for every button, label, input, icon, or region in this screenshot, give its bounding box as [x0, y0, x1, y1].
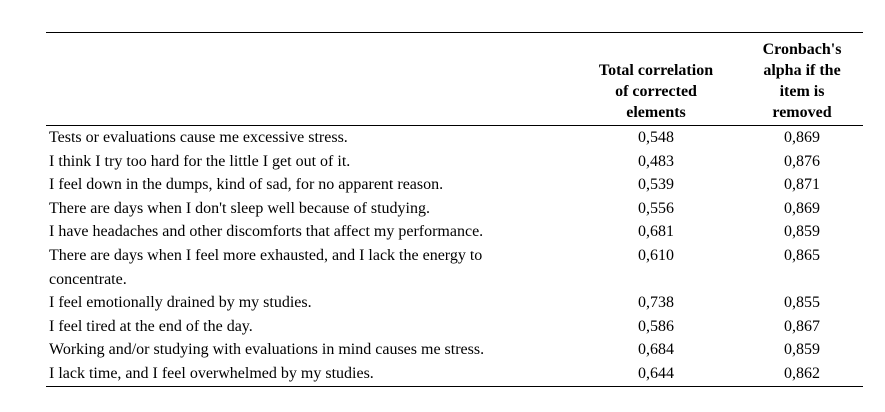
alpha-if-removed-cell: 0,869	[784, 199, 820, 217]
item-statistics-table: Total correlation of corrected elements …	[46, 32, 863, 387]
table-row: There are days when I feel more exhauste…	[46, 244, 863, 291]
header-total-correlation-line-3: elements	[626, 104, 686, 121]
item-cell: I feel tired at the end of the day.	[49, 317, 253, 335]
header-item-blank	[46, 32, 571, 126]
total-correlation-cell: 0,539	[638, 176, 674, 194]
table-row: I feel emotionally drained by my studies…	[46, 291, 863, 315]
total-correlation-cell: 0,556	[638, 199, 674, 217]
header-total-correlation-line-1: Total correlation	[598, 62, 714, 79]
item-cell: I feel down in the dumps, kind of sad, f…	[49, 176, 444, 194]
total-correlation-cell: 0,681	[638, 223, 674, 241]
header-cronbach-alpha-line-1: Cronbach's	[762, 41, 842, 58]
item-cell: Tests or evaluations cause me excessive …	[49, 129, 348, 146]
total-correlation-cell: 0,548	[638, 129, 674, 146]
header-cronbach-alpha-line-3: item is	[779, 83, 825, 100]
alpha-if-removed-cell: 0,859	[784, 341, 820, 359]
header-cronbach-alpha-line-2: alpha if the	[763, 62, 841, 79]
alpha-if-removed-cell: 0,876	[784, 152, 820, 170]
alpha-if-removed-cell: 0,865	[784, 246, 820, 264]
header-row: Total correlation of corrected elements …	[46, 32, 863, 126]
header-cronbach-alpha-line-4: removed	[772, 104, 832, 121]
item-cell: There are days when I don't sleep well b…	[49, 199, 430, 217]
table-row: Working and/or studying with evaluations…	[46, 338, 863, 362]
total-correlation-cell: 0,586	[638, 317, 674, 335]
header-cronbach-alpha: Cronbach's alpha if the item is removed	[741, 32, 863, 126]
table-row: I lack time, and I feel overwhelmed by m…	[46, 362, 863, 386]
total-correlation-cell: 0,738	[638, 294, 674, 312]
alpha-if-removed-cell: 0,862	[784, 364, 820, 382]
alpha-if-removed-cell: 0,871	[784, 176, 820, 194]
alpha-if-removed-cell: 0,869	[784, 129, 820, 146]
total-correlation-cell: 0,644	[638, 364, 674, 382]
header-total-correlation: Total correlation of corrected elements	[571, 32, 741, 126]
header-total-correlation-line-2: of corrected	[615, 83, 697, 100]
total-correlation-cell: 0,483	[638, 152, 674, 170]
alpha-if-removed-cell: 0,859	[784, 223, 820, 241]
table-row: I feel tired at the end of the day. 0,58…	[46, 315, 863, 339]
item-cell: I feel emotionally drained by my studies…	[49, 294, 312, 312]
table-row: I think I try too hard for the little I …	[46, 150, 863, 174]
table-row: I have headaches and other discomforts t…	[46, 220, 863, 244]
alpha-if-removed-cell: 0,855	[784, 294, 820, 312]
item-cell: There are days when I feel more exhauste…	[49, 246, 483, 288]
alpha-if-removed-cell: 0,867	[784, 317, 820, 335]
item-cell: I think I try too hard for the little I …	[49, 152, 351, 170]
table-row: There are days when I don't sleep well b…	[46, 197, 863, 221]
table-row: Tests or evaluations cause me excessive …	[46, 126, 863, 150]
total-correlation-cell: 0,610	[638, 246, 674, 264]
item-cell: Working and/or studying with evaluations…	[49, 341, 485, 359]
table-row: I feel down in the dumps, kind of sad, f…	[46, 173, 863, 197]
item-cell: I have headaches and other discomforts t…	[49, 223, 484, 241]
total-correlation-cell: 0,684	[638, 341, 674, 359]
item-cell: I lack time, and I feel overwhelmed by m…	[49, 364, 374, 382]
